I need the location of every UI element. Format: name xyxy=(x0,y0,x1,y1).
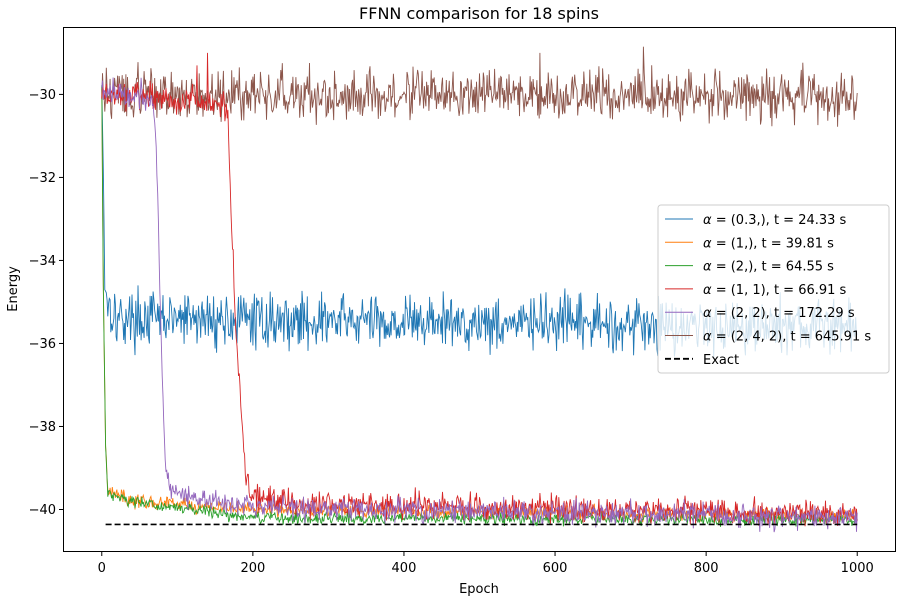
series-line xyxy=(101,52,858,527)
axes-frame xyxy=(63,27,896,552)
y-tick-label: −32 xyxy=(29,171,56,186)
y-tick-label: −36 xyxy=(29,337,56,352)
legend-label: Exact xyxy=(703,353,739,368)
chart-title: FFNN comparison for 18 spins xyxy=(359,4,599,23)
legend-label: α = (1, 1), t = 66.91 s xyxy=(703,283,847,298)
x-tick-label: 600 xyxy=(543,561,568,576)
x-tick-label: 800 xyxy=(694,561,719,576)
legend-label: α = (0.3,), t = 24.33 s xyxy=(703,213,847,228)
y-axis-label: Energy xyxy=(6,266,21,312)
legend-box xyxy=(657,204,890,374)
legend-label: α = (2, 2), t = 172.29 s xyxy=(703,306,855,321)
y-axis: −40 −38 −36 −34 −32 −30 xyxy=(29,88,64,518)
x-axis-label: Epoch xyxy=(459,582,499,597)
series-line xyxy=(101,85,858,527)
legend-label: α = (2, 4, 2), t = 645.91 s xyxy=(703,330,871,345)
x-axis: 0 200 400 600 800 1000 xyxy=(98,551,874,576)
legend-label: α = (1,), t = 39.81 s xyxy=(703,236,834,251)
y-tick-label: −34 xyxy=(29,254,56,269)
x-tick-label: 0 xyxy=(98,561,106,576)
x-tick-label: 200 xyxy=(240,561,265,576)
y-tick-label: −38 xyxy=(29,420,56,435)
y-tick-label: −30 xyxy=(29,88,56,103)
y-tick-label: −40 xyxy=(29,503,56,518)
legend: α = (0.3,), t = 24.33 s α = (1,), t = 39.… xyxy=(657,204,890,374)
series-line xyxy=(101,46,858,127)
x-tick-label: 400 xyxy=(392,561,417,576)
legend-label: α = (2,), t = 64.55 s xyxy=(703,260,834,275)
series-line xyxy=(101,77,858,533)
x-tick-label: 1000 xyxy=(841,561,874,576)
series-layer xyxy=(101,46,858,533)
